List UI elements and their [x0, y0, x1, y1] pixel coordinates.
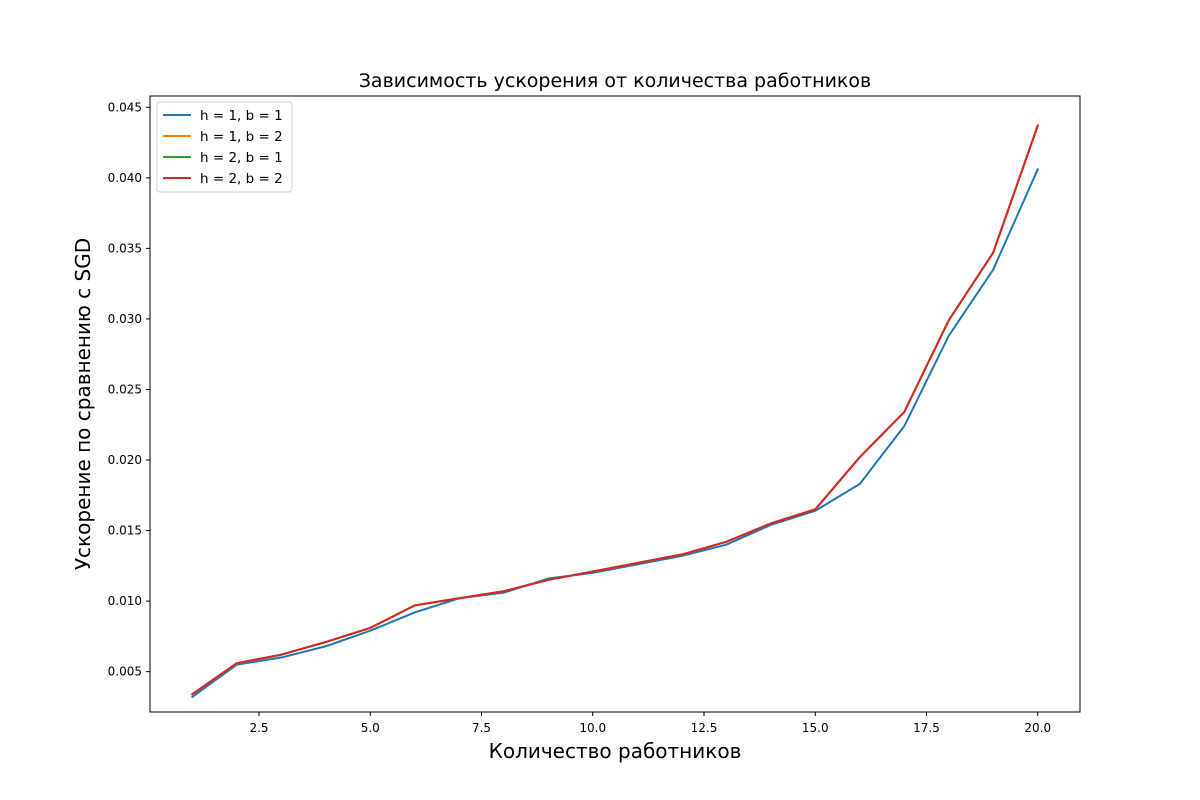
- x-tick-label: 10.0: [579, 721, 606, 735]
- y-tick-label: 0.005: [108, 665, 142, 679]
- x-tick-label: 2.5: [249, 721, 268, 735]
- y-tick-label: 0.020: [108, 453, 142, 467]
- x-tick-label: 20.0: [1024, 721, 1051, 735]
- legend-label: h = 2, b = 2: [200, 171, 283, 187]
- x-tick-label: 12.5: [691, 721, 718, 735]
- y-axis: 0.005 0.010 0.015 0.020 0.025 0.030 0.035 0.040…: [108, 100, 150, 679]
- y-tick-label: 0.025: [108, 382, 142, 396]
- plot-frame: [149, 95, 1081, 713]
- legend: h = 1, b = 1 h = 1, b = 2 h = 2, b = 1 h = …: [156, 101, 293, 193]
- y-axis-label: Ускорение по сравнению с SGD: [71, 238, 95, 570]
- y-tick-label: 0.015: [108, 524, 142, 538]
- series-line-1: [190, 168, 1040, 699]
- series-line-3: [190, 124, 1040, 696]
- series-line-2: [190, 124, 1040, 696]
- y-tick-label: 0.045: [108, 100, 142, 114]
- x-tick-label: 7.5: [472, 721, 491, 735]
- legend-label: h = 1, b = 1: [200, 108, 283, 124]
- x-axis: 2.5 5.0 7.5 10.0 12.5 15.0 17.5 20.0: [249, 712, 1051, 735]
- y-tick-label: 0.010: [108, 594, 142, 608]
- series-layer: [190, 124, 1040, 699]
- chart-title: Зависимость ускорения от количества рабо…: [359, 70, 871, 92]
- y-tick-label: 0.040: [108, 171, 142, 185]
- legend-box: [156, 101, 293, 193]
- x-tick-label: 5.0: [361, 721, 380, 735]
- x-tick-label: 17.5: [913, 721, 940, 735]
- series-line-4: [190, 124, 1040, 696]
- x-tick-label: 15.0: [802, 721, 829, 735]
- y-tick-label: 0.030: [108, 312, 142, 326]
- x-axis-label: Количество работников: [489, 739, 742, 763]
- y-tick-label: 0.035: [108, 241, 142, 255]
- legend-label: h = 2, b = 1: [200, 150, 283, 166]
- legend-label: h = 1, b = 2: [200, 129, 283, 145]
